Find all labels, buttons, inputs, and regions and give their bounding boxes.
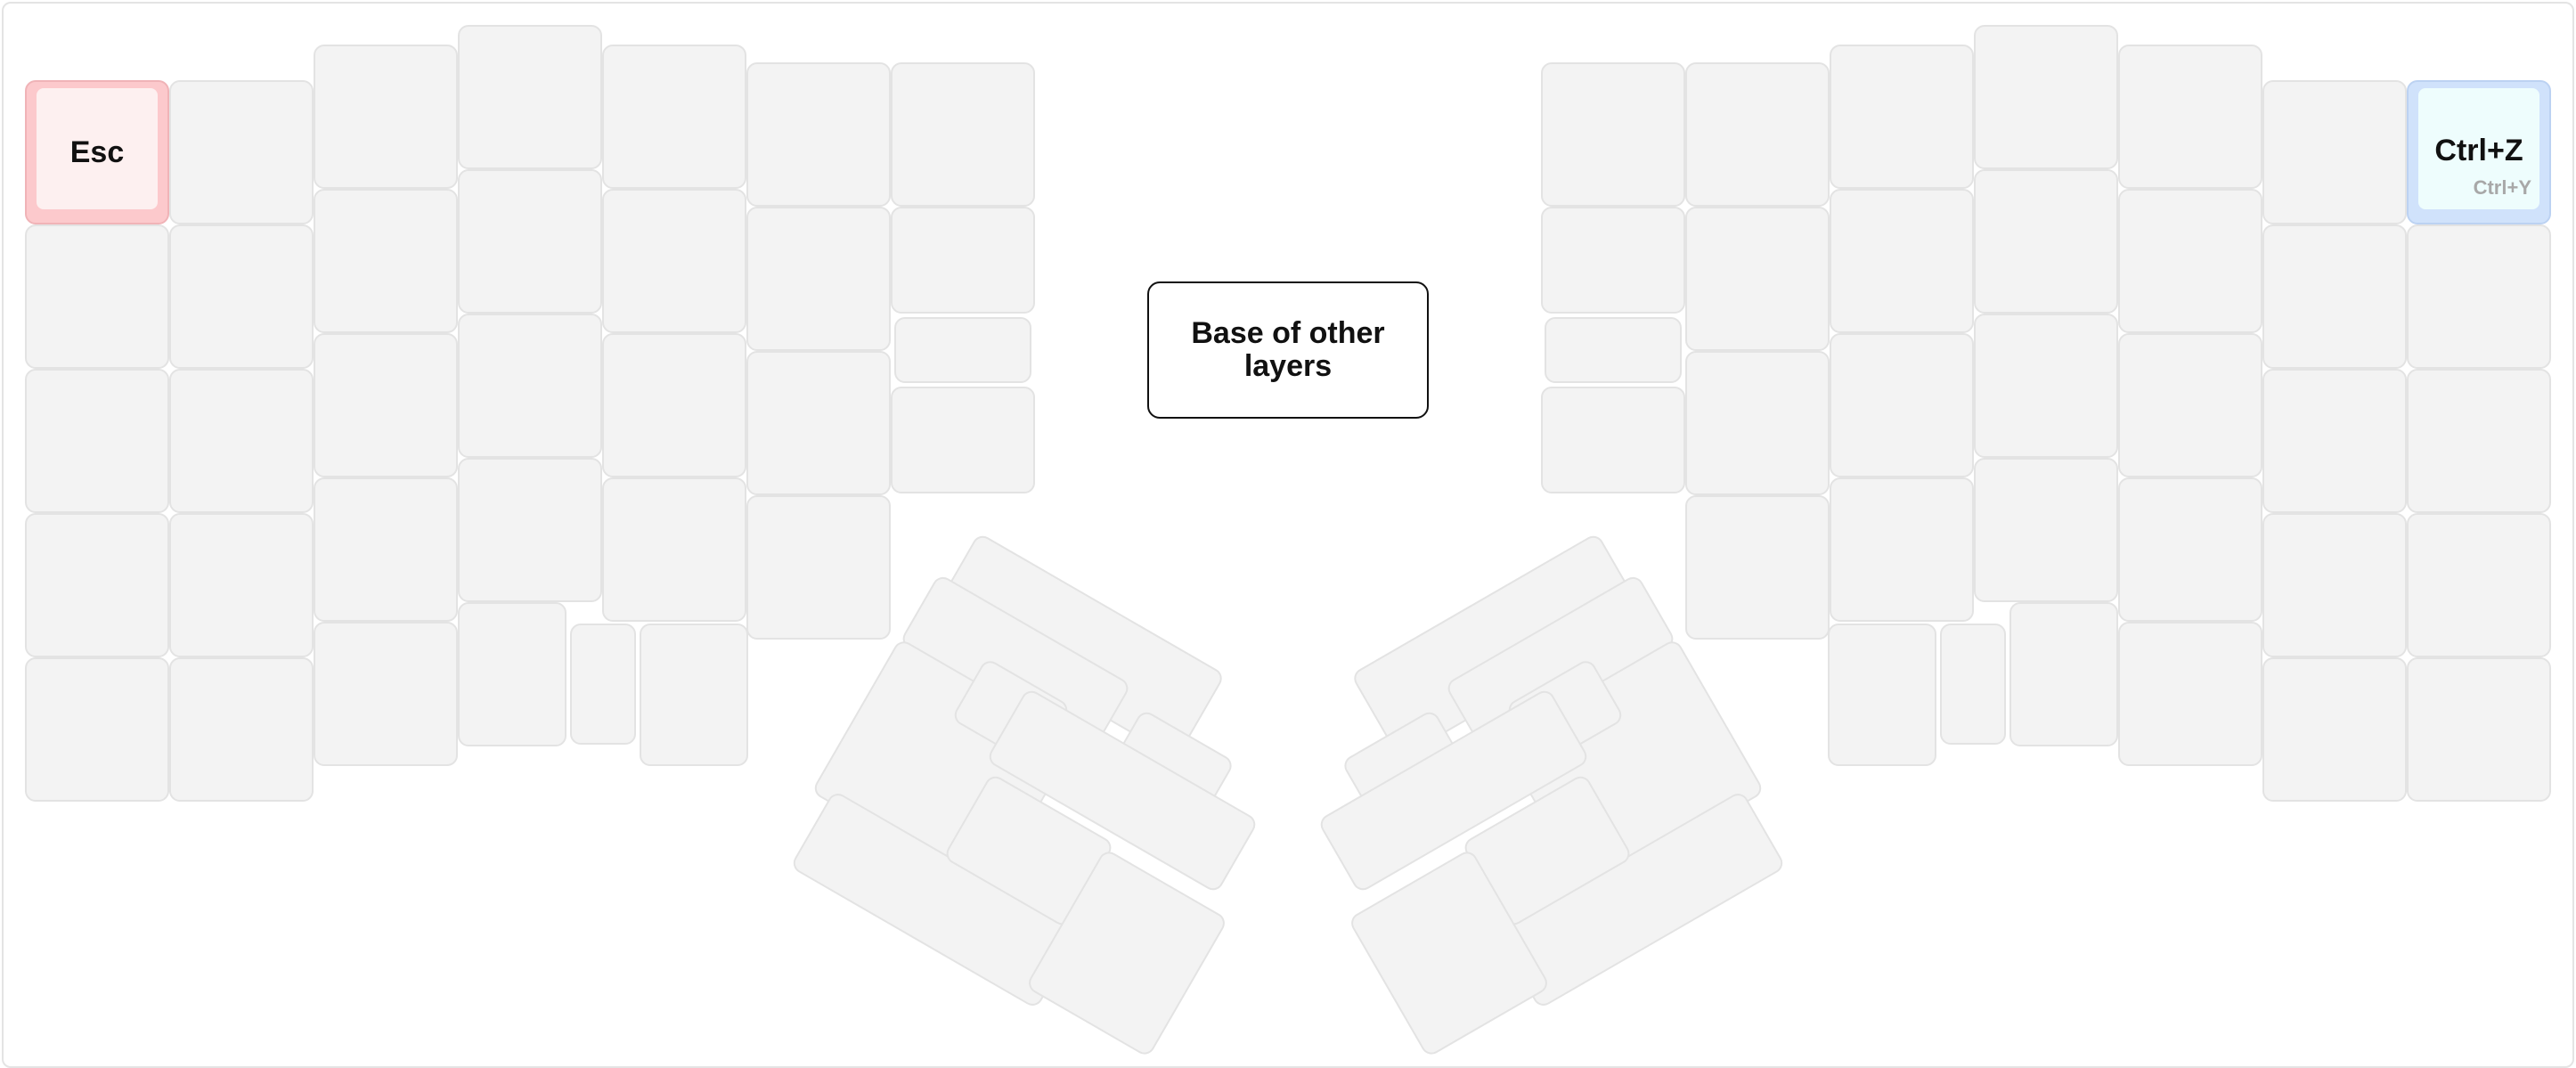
right-col-1-key-1 [2262,224,2407,369]
esc-key-label: Esc [69,135,125,169]
left-col-1-key-3 [169,513,314,657]
right-bottom-key-1 [1940,624,2006,745]
left-bottom-key-2 [640,624,748,766]
left-col-5-key-0 [746,62,891,207]
left-col-1-key-2 [169,369,314,513]
right-col-1-key-2 [2262,369,2407,513]
left-col-3-key-2 [458,314,602,458]
right-col-3-key-2 [1974,314,2118,458]
right-col-2-key-1 [2118,189,2262,333]
right-inner-key-3 [1541,387,1685,493]
right-col-3-key-3 [1974,458,2118,602]
left-col-2-key-0 [314,45,458,189]
left-col-4-key-0 [602,45,746,189]
left-col-5-key-3 [746,495,891,640]
right-col-0-key-4 [2407,657,2551,802]
right-col-1-key-4 [2262,657,2407,802]
right-col-3-key-0 [1974,25,2118,169]
left-col-2-key-4 [314,622,458,766]
left-col-0-key-0: Esc [25,80,169,224]
right-inner-key-1 [1541,207,1685,314]
left-col-2-key-2 [314,333,458,477]
right-bottom-key-0 [2009,602,2118,746]
undo-key-label: Ctrl+Z [2434,133,2523,167]
right-col-4-key-0 [1830,45,1974,189]
right-col-0-key-0: Ctrl+Z Ctrl+Y [2407,80,2551,224]
right-inner-key-0 [1541,62,1685,207]
right-col-4-key-1 [1830,189,1974,333]
left-col-4-key-3 [602,477,746,622]
right-col-4-key-3 [1830,477,1974,622]
right-col-2-key-2 [2118,333,2262,477]
left-col-4-key-2 [602,333,746,477]
left-inner-key-2 [894,317,1031,383]
left-inner-key-0 [891,62,1035,207]
left-col-3-key-3 [458,458,602,602]
left-col-2-key-3 [314,477,458,622]
left-col-2-key-1 [314,189,458,333]
left-col-0-key-4 [25,657,169,802]
left-inner-key-3 [891,387,1035,493]
left-col-5-key-1 [746,207,891,351]
right-col-1-key-0 [2262,80,2407,224]
left-col-3-key-1 [458,169,602,314]
right-col-2-key-3 [2118,477,2262,622]
right-col-5-key-2 [1685,351,1830,495]
left-col-0-key-3 [25,513,169,657]
right-col-0-key-2 [2407,369,2551,513]
left-col-1-key-0 [169,80,314,224]
key-cap-face [37,88,158,209]
right-col-5-key-3 [1685,495,1830,640]
right-col-4-key-2 [1830,333,1974,477]
right-col-3-key-1 [1974,169,2118,314]
right-col-0-key-3 [2407,513,2551,657]
left-col-1-key-1 [169,224,314,369]
right-col-0-key-1 [2407,224,2551,369]
redo-hold-label: Ctrl+Y [2473,176,2531,199]
right-col-1-key-3 [2262,513,2407,657]
left-col-5-key-2 [746,351,891,495]
right-bottom-key-2 [1828,624,1936,766]
layer-name-label: Base of other layers [1147,281,1429,419]
left-col-4-key-1 [602,189,746,333]
right-col-5-key-1 [1685,207,1830,351]
layer-name-text: Base of other layers [1191,316,1385,383]
left-col-0-key-1 [25,224,169,369]
left-col-1-key-4 [169,657,314,802]
key-cap-face [2418,88,2539,209]
left-col-3-key-0 [458,25,602,169]
left-inner-key-1 [891,207,1035,314]
right-col-2-key-4 [2118,622,2262,766]
left-bottom-key-0 [458,602,567,746]
left-col-0-key-2 [25,369,169,513]
right-col-5-key-0 [1685,62,1830,207]
right-inner-key-2 [1545,317,1682,383]
right-col-2-key-0 [2118,45,2262,189]
left-bottom-key-1 [570,624,636,745]
